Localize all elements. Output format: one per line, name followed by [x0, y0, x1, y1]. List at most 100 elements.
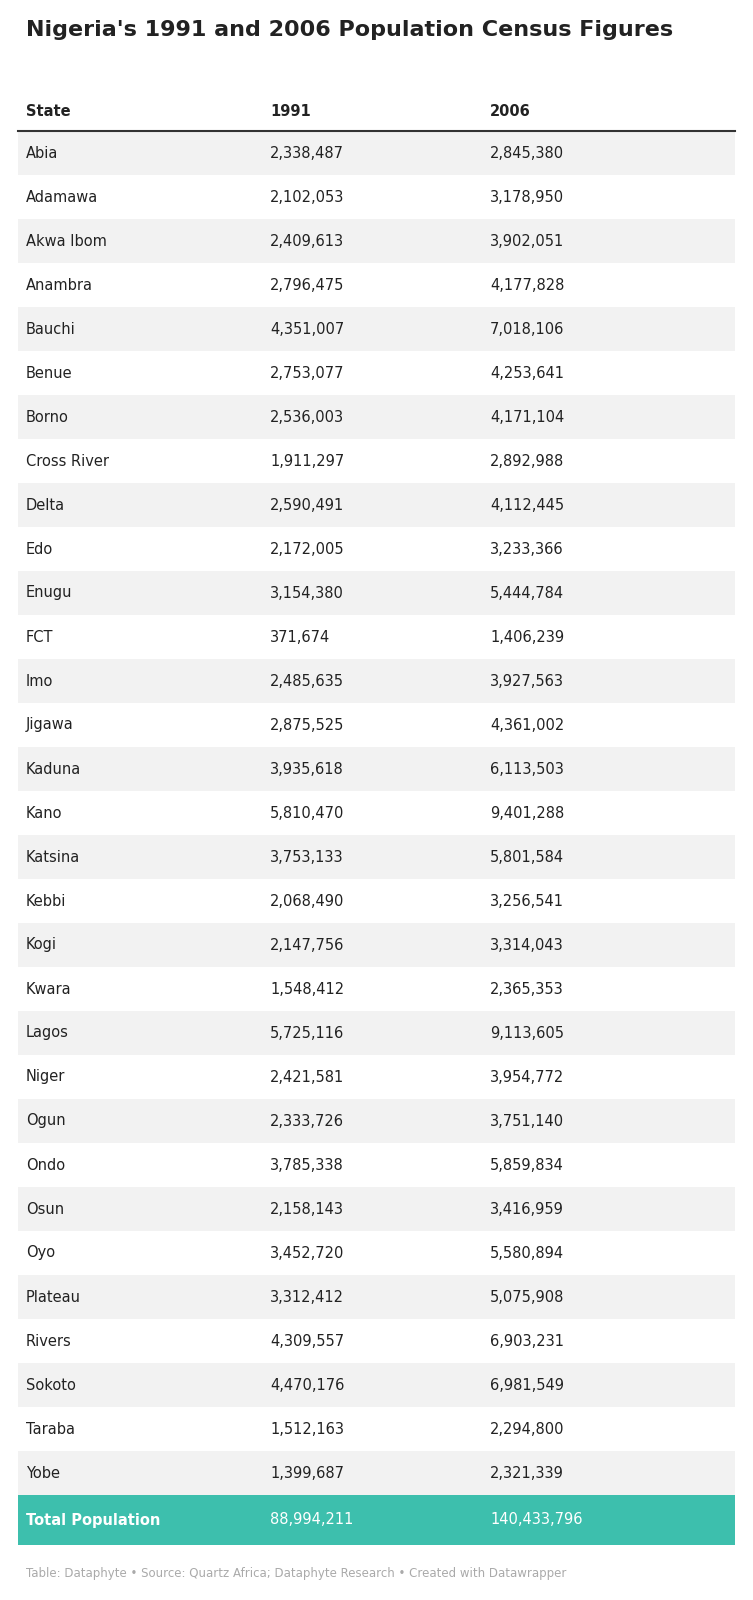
- Text: 3,256,541: 3,256,541: [490, 893, 564, 909]
- Bar: [18, 174, 735, 219]
- Text: Osun: Osun: [26, 1202, 64, 1216]
- Text: Rivers: Rivers: [26, 1333, 72, 1349]
- Bar: [18, 219, 735, 262]
- Text: 2,892,988: 2,892,988: [490, 453, 564, 469]
- Text: 3,902,051: 3,902,051: [490, 234, 564, 248]
- Bar: [18, 659, 735, 702]
- Bar: [18, 438, 735, 483]
- Text: 4,171,104: 4,171,104: [490, 410, 564, 424]
- Text: 9,401,288: 9,401,288: [490, 805, 564, 821]
- Text: 3,753,133: 3,753,133: [270, 850, 343, 864]
- Text: Total Population: Total Population: [26, 1512, 160, 1528]
- Text: 4,177,828: 4,177,828: [490, 277, 565, 293]
- Text: 7,018,106: 7,018,106: [490, 322, 565, 336]
- Bar: [18, 350, 735, 395]
- Text: 5,444,784: 5,444,784: [490, 586, 564, 600]
- Text: 3,178,950: 3,178,950: [490, 189, 564, 205]
- Text: 4,351,007: 4,351,007: [270, 322, 344, 336]
- Text: 2,172,005: 2,172,005: [270, 541, 345, 557]
- Text: 2,485,635: 2,485,635: [270, 674, 344, 688]
- Text: Kano: Kano: [26, 805, 62, 821]
- Text: 4,112,445: 4,112,445: [490, 498, 564, 512]
- Bar: [18, 835, 735, 878]
- Bar: [18, 1230, 735, 1275]
- Bar: [18, 483, 735, 526]
- Text: Plateau: Plateau: [26, 1290, 81, 1304]
- Bar: [18, 1318, 735, 1363]
- Text: 5,810,470: 5,810,470: [270, 805, 344, 821]
- Text: 2,158,143: 2,158,143: [270, 1202, 344, 1216]
- Text: 2,068,490: 2,068,490: [270, 893, 344, 909]
- Text: Kogi: Kogi: [26, 938, 57, 952]
- Bar: [18, 702, 735, 747]
- Bar: [18, 1142, 735, 1187]
- Bar: [18, 1406, 735, 1451]
- Text: 371,674: 371,674: [270, 629, 331, 645]
- Text: 2,536,003: 2,536,003: [270, 410, 344, 424]
- Bar: [18, 790, 735, 835]
- Text: 2,294,800: 2,294,800: [490, 1421, 565, 1437]
- Bar: [18, 1451, 735, 1494]
- Bar: [18, 1099, 735, 1142]
- Text: Sokoto: Sokoto: [26, 1378, 76, 1392]
- Bar: [18, 307, 735, 350]
- Bar: [18, 1011, 735, 1054]
- Text: 3,751,140: 3,751,140: [490, 1114, 564, 1128]
- Text: 6,981,549: 6,981,549: [490, 1378, 564, 1392]
- Text: Akwa Ibom: Akwa Ibom: [26, 234, 107, 248]
- Text: 2,365,353: 2,365,353: [490, 981, 564, 997]
- Text: 3,233,366: 3,233,366: [490, 541, 564, 557]
- Text: 3,927,563: 3,927,563: [490, 674, 564, 688]
- Text: 3,312,412: 3,312,412: [270, 1290, 344, 1304]
- Text: Ogun: Ogun: [26, 1114, 66, 1128]
- Text: Kebbi: Kebbi: [26, 893, 66, 909]
- Text: 5,580,894: 5,580,894: [490, 1245, 564, 1261]
- Text: 2,845,380: 2,845,380: [490, 146, 564, 160]
- Text: 4,253,641: 4,253,641: [490, 365, 564, 381]
- Text: 2006: 2006: [490, 104, 531, 120]
- Text: 3,416,959: 3,416,959: [490, 1202, 564, 1216]
- Text: 2,333,726: 2,333,726: [270, 1114, 344, 1128]
- Text: 3,314,043: 3,314,043: [490, 938, 564, 952]
- Text: 4,361,002: 4,361,002: [490, 717, 564, 733]
- Bar: [18, 966, 735, 1011]
- Text: 1,548,412: 1,548,412: [270, 981, 344, 997]
- Text: Borno: Borno: [26, 410, 69, 424]
- Text: 2,590,491: 2,590,491: [270, 498, 344, 512]
- Bar: [18, 262, 735, 307]
- Text: Lagos: Lagos: [26, 1026, 69, 1040]
- Bar: [18, 1275, 735, 1318]
- Text: State: State: [26, 104, 71, 120]
- Text: 4,309,557: 4,309,557: [270, 1333, 344, 1349]
- Text: 3,935,618: 3,935,618: [270, 762, 344, 776]
- Text: 5,075,908: 5,075,908: [490, 1290, 565, 1304]
- Bar: [18, 395, 735, 438]
- Text: Katsina: Katsina: [26, 850, 81, 864]
- Text: Adamawa: Adamawa: [26, 189, 98, 205]
- Text: FCT: FCT: [26, 629, 53, 645]
- Bar: [18, 747, 735, 790]
- Text: 2,147,756: 2,147,756: [270, 938, 344, 952]
- Bar: [18, 1187, 735, 1230]
- Text: Abia: Abia: [26, 146, 59, 160]
- Text: 1,512,163: 1,512,163: [270, 1421, 344, 1437]
- Text: 2,102,053: 2,102,053: [270, 189, 344, 205]
- Bar: [18, 1363, 735, 1406]
- Text: 5,859,834: 5,859,834: [490, 1157, 564, 1173]
- Bar: [18, 923, 735, 966]
- Text: 2,421,581: 2,421,581: [270, 1069, 344, 1085]
- Bar: [18, 1494, 735, 1546]
- Text: Niger: Niger: [26, 1069, 66, 1085]
- Text: Kaduna: Kaduna: [26, 762, 81, 776]
- Text: Imo: Imo: [26, 674, 53, 688]
- Text: Cross River: Cross River: [26, 453, 109, 469]
- Text: 5,725,116: 5,725,116: [270, 1026, 344, 1040]
- Text: 4,470,176: 4,470,176: [270, 1378, 344, 1392]
- Bar: [18, 571, 735, 614]
- Text: 2,321,339: 2,321,339: [490, 1466, 564, 1480]
- Text: Delta: Delta: [26, 498, 65, 512]
- Text: Kwara: Kwara: [26, 981, 72, 997]
- Text: 2,753,077: 2,753,077: [270, 365, 345, 381]
- Text: 1,399,687: 1,399,687: [270, 1466, 344, 1480]
- Text: 2,409,613: 2,409,613: [270, 234, 344, 248]
